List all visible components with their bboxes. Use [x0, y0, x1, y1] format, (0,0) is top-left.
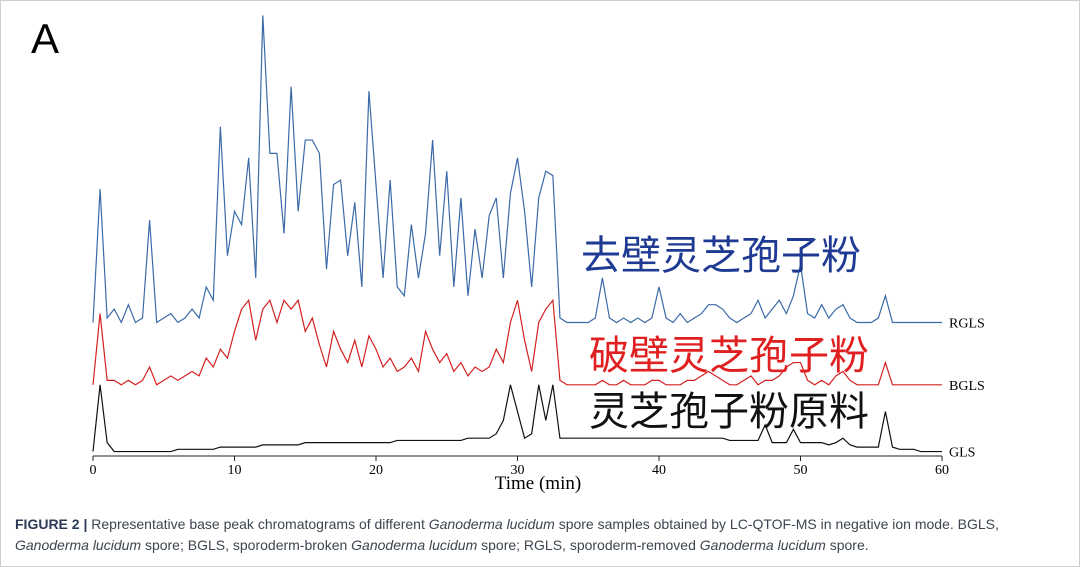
x-tick-label: 0	[90, 463, 97, 478]
chart: A Time (min) 0 10 20 30 40 50 60 RGLS BGLS GLS 去壁灵…	[31, 15, 985, 494]
x-tick-label: 30	[511, 463, 525, 478]
caption-text: spore samples obtained by LC-QTOF-MS in …	[554, 516, 999, 532]
series-label: RGLS	[949, 317, 985, 332]
caption-text: spore; BGLS, sporoderm-broken	[141, 537, 352, 553]
caption-text: spore; RGLS, sporoderm-removed	[477, 537, 700, 553]
series-line	[92, 384, 942, 453]
x-tick-label: 20	[369, 463, 383, 478]
annotation: 破壁灵芝孢子粉	[589, 334, 869, 378]
series-label: BGLS	[949, 379, 985, 394]
x-axis-label: Time (min)	[495, 473, 581, 494]
caption-text: Ganoderma lucidum	[699, 537, 826, 553]
caption-label: FIGURE 2 |	[15, 516, 88, 532]
caption-text: spore.	[825, 537, 869, 553]
caption-text: Ganoderma lucidum	[428, 516, 555, 532]
panel-label: A	[31, 15, 59, 62]
caption-text: Representative base peak chromatograms o…	[87, 516, 429, 532]
x-tick-label: 40	[652, 463, 666, 478]
x-tick-label: 50	[794, 463, 808, 478]
caption-text: Ganoderma lucidum	[15, 537, 142, 553]
x-tick-label: 60	[935, 463, 949, 478]
annotation: 去壁灵芝孢子粉	[581, 234, 861, 278]
series-label: GLS	[949, 446, 975, 461]
caption-text: Ganoderma lucidum	[351, 537, 478, 553]
series-line	[92, 298, 942, 386]
x-tick-label: 10	[228, 463, 242, 478]
series-line	[92, 15, 942, 324]
annotation: 灵芝孢子粉原料	[589, 390, 869, 434]
caption: FIGURE 2 | Representative base peak chro…	[15, 514, 1065, 556]
